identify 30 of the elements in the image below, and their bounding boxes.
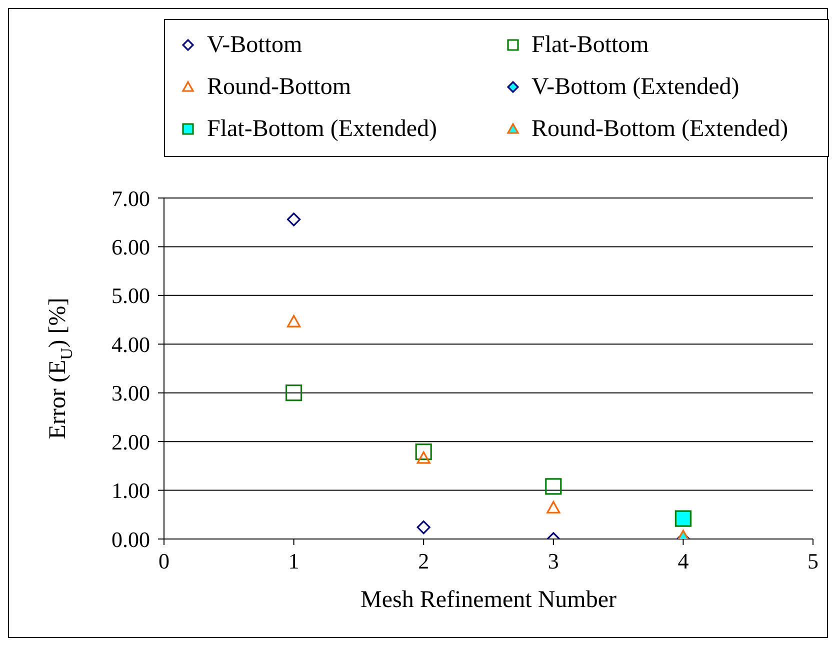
x-tick-label: 0 [158, 548, 170, 574]
point [674, 510, 692, 527]
x-tick-label: 5 [808, 548, 818, 574]
point [545, 478, 562, 495]
point [287, 212, 301, 226]
legend-label: V-Bottom [207, 32, 302, 58]
legend-label: Flat-Bottom (Extended) [207, 116, 437, 142]
y-tick-label: 1.00 [112, 478, 150, 504]
point [415, 444, 432, 460]
y-tick-label: 7.00 [112, 186, 150, 211]
point [286, 384, 302, 402]
y-tick-label: 4.00 [112, 332, 150, 357]
legend-label: Round-Bottom [207, 74, 352, 100]
x-tick-label: 1 [288, 548, 300, 574]
point [416, 520, 430, 534]
x-tick-label: 4 [678, 548, 689, 574]
point [416, 451, 430, 464]
legend-label: Flat-Bottom [532, 32, 649, 58]
legend-label: V-Bottom (Extended) [532, 74, 740, 100]
point [287, 314, 301, 328]
x-tick-label: 3 [548, 548, 559, 574]
y-tick-label: 0.00 [112, 526, 150, 552]
x-tick-label: 2 [418, 548, 430, 574]
y-tick-label: 3.00 [112, 380, 150, 406]
y-tick-label: 5.00 [112, 283, 150, 308]
y-tick-label: 2.00 [112, 429, 150, 454]
x-axis-title: Mesh Refinement Number [360, 587, 616, 613]
legend-label: Round-Bottom (Extended) [532, 116, 788, 142]
y-tick-label: 6.00 [112, 234, 150, 260]
point [546, 501, 560, 514]
